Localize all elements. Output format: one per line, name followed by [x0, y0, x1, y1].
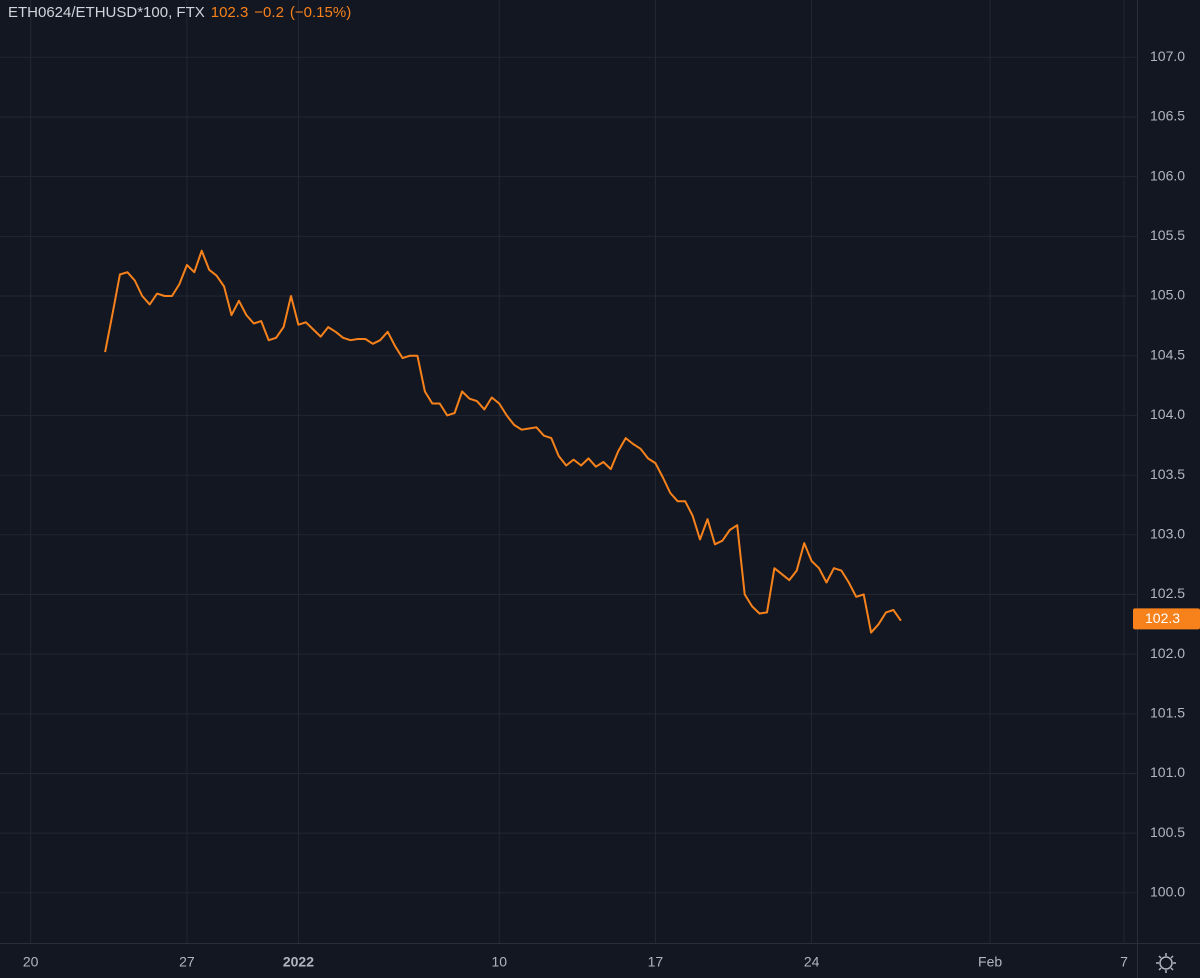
y-tick-label: 101.5: [1150, 705, 1185, 721]
change: −0.2: [254, 4, 284, 21]
price-line: [104, 249, 902, 634]
last-price: 102.3: [210, 4, 249, 21]
x-tick-label: 20: [23, 954, 39, 970]
y-tick-label: 106.0: [1150, 167, 1185, 183]
y-tick-label: 107.0: [1150, 48, 1185, 64]
y-tick-label: 103.0: [1150, 525, 1185, 541]
settings-icon[interactable]: [1156, 953, 1176, 973]
grid: [0, 0, 1137, 943]
y-tick-label: 101.0: [1150, 764, 1185, 780]
y-tick-label: 100.5: [1150, 824, 1185, 840]
price-tag-label: 102.3: [1145, 610, 1180, 626]
y-tick-label: 100.0: [1150, 884, 1185, 900]
y-tick-label: 104.0: [1150, 406, 1185, 422]
settings-ring: [1159, 956, 1173, 970]
y-tick-label: 103.5: [1150, 466, 1185, 482]
y-tick-label: 102.5: [1150, 585, 1185, 601]
y-tick-label: 106.5: [1150, 108, 1185, 124]
x-tick-label: 7: [1120, 954, 1128, 970]
legend: ETH0624/ETHUSD*100, FTX 102.3 −0.2 (−0.15%): [8, 4, 351, 21]
x-tick-label: 27: [179, 954, 195, 970]
x-tick-label: 17: [648, 954, 664, 970]
x-tick-label: Feb: [978, 954, 1002, 970]
x-tick-label: 10: [491, 954, 507, 970]
x-tick-label: 2022: [283, 954, 314, 970]
change-percent: (−0.15%): [289, 4, 352, 21]
y-tick-label: 105.5: [1150, 227, 1185, 243]
settings-spokes: [1156, 953, 1176, 973]
price-tag: [1133, 608, 1200, 630]
symbol-title: ETH0624/ETHUSD*100, FTX: [8, 4, 205, 21]
y-tick-label: 105.0: [1150, 287, 1185, 303]
x-tick-label: 24: [804, 954, 820, 970]
y-tick-label: 102.0: [1150, 645, 1185, 661]
y-tick-label: 104.5: [1150, 346, 1185, 362]
